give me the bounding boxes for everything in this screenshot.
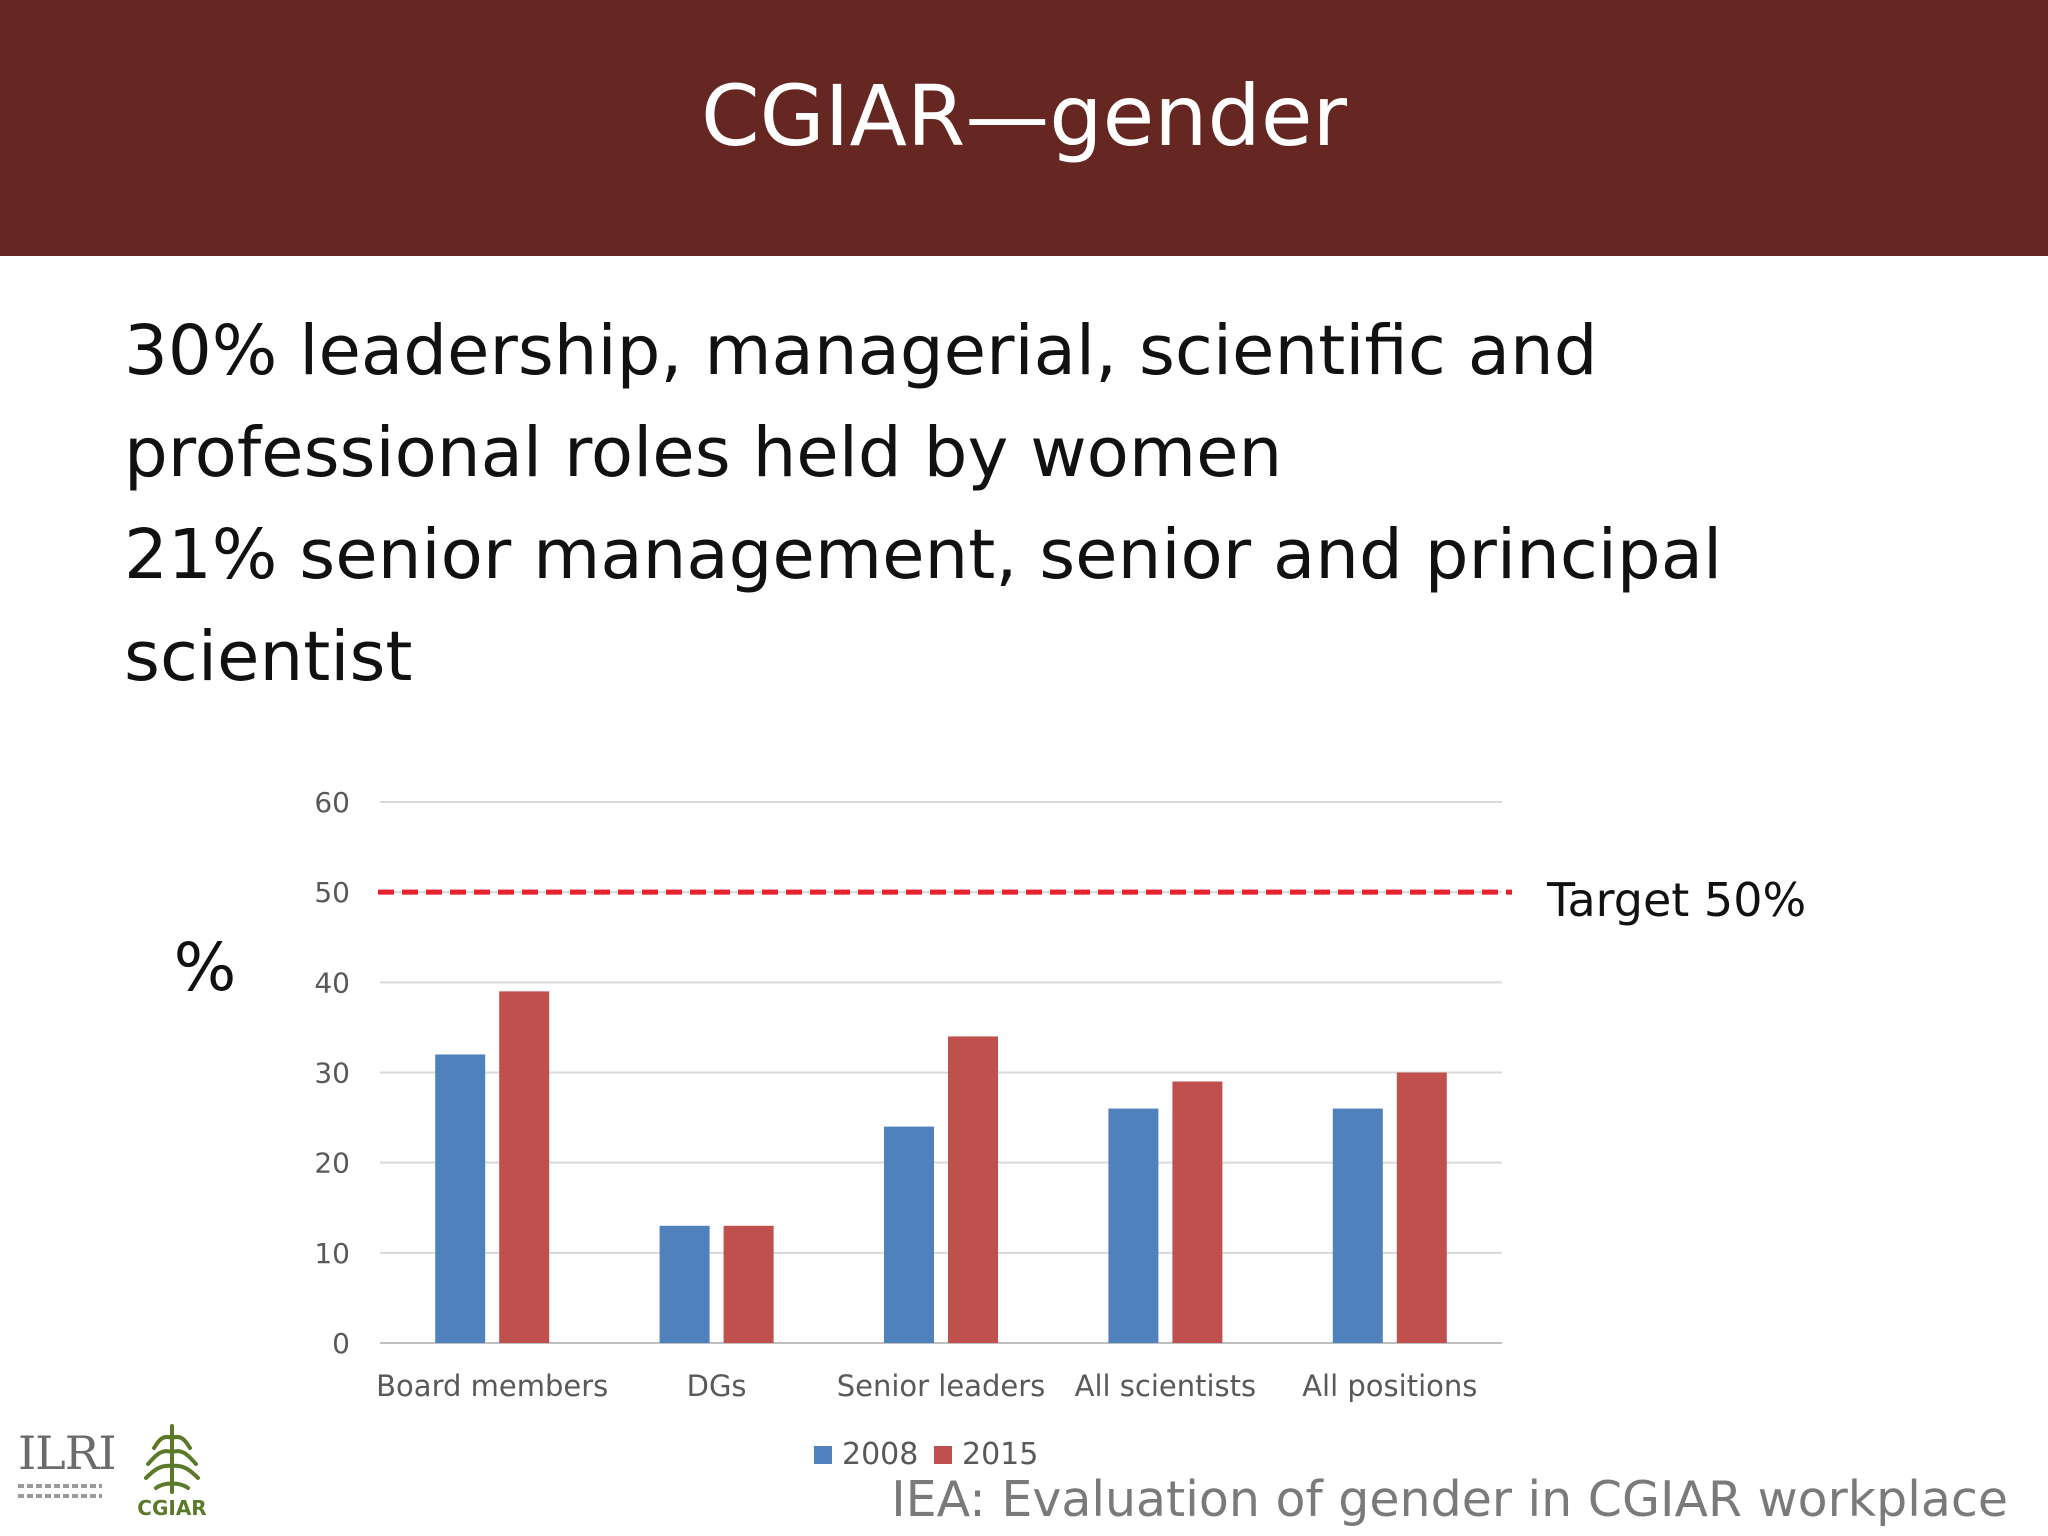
bar <box>948 1036 998 1343</box>
bar <box>1332 1108 1383 1343</box>
legend-swatch <box>814 1446 832 1464</box>
bar <box>1396 1072 1447 1343</box>
y-tick-label: 40 <box>314 966 350 999</box>
text-line-4: scientist <box>124 617 413 697</box>
y-tick-label: 20 <box>314 1147 350 1180</box>
ilri-logo: ILRI <box>18 1426 117 1514</box>
legend-label: 2015 <box>962 1437 1038 1472</box>
x-tick-label: All scientists <box>1075 1369 1257 1403</box>
y-tick-label: 60 <box>314 786 350 819</box>
x-tick-label: Senior leaders <box>837 1369 1046 1403</box>
wheat-icon <box>144 1424 200 1494</box>
bar <box>723 1225 774 1343</box>
x-tick-label: All positions <box>1302 1369 1477 1403</box>
text-line-1: 30% leadership, managerial, scientific a… <box>124 311 1598 391</box>
bar <box>499 991 550 1343</box>
x-tick-label: Board members <box>376 1369 608 1403</box>
text-line-2: professional roles held by women <box>124 413 1283 493</box>
bar <box>659 1225 710 1343</box>
bar <box>1108 1108 1159 1343</box>
target-label: Target 50% <box>1546 873 1806 927</box>
source-citation: IEA: Evaluation of gender in CGIAR workp… <box>891 1471 2008 1528</box>
legend-label: 2008 <box>842 1437 918 1472</box>
slide-title: CGIAR—gender <box>700 67 1348 165</box>
cgiar-logo: CGIAR <box>126 1420 218 1524</box>
text-line-3: 21% senior management, senior and princi… <box>124 515 1723 595</box>
y-tick-label: 30 <box>314 1057 350 1090</box>
legend-swatch <box>934 1446 952 1464</box>
slide-header: CGIAR—gender <box>0 0 2048 256</box>
ilri-subline <box>18 1484 102 1488</box>
y-tick-label: 10 <box>314 1237 350 1270</box>
bar <box>435 1054 486 1343</box>
y-axis-label: % <box>174 929 237 1006</box>
y-tick-label: 50 <box>314 876 350 909</box>
ilri-wordmark: ILRI <box>18 1426 117 1480</box>
bar <box>884 1126 934 1343</box>
cgiar-wordmark: CGIAR <box>137 1496 207 1520</box>
x-tick-label: DGs <box>687 1369 747 1403</box>
bar <box>1172 1081 1223 1343</box>
y-tick-label: 0 <box>332 1327 350 1360</box>
ilri-subline-2 <box>18 1494 102 1498</box>
slide-text: 30% leadership, managerial, scientific a… <box>124 300 1924 708</box>
